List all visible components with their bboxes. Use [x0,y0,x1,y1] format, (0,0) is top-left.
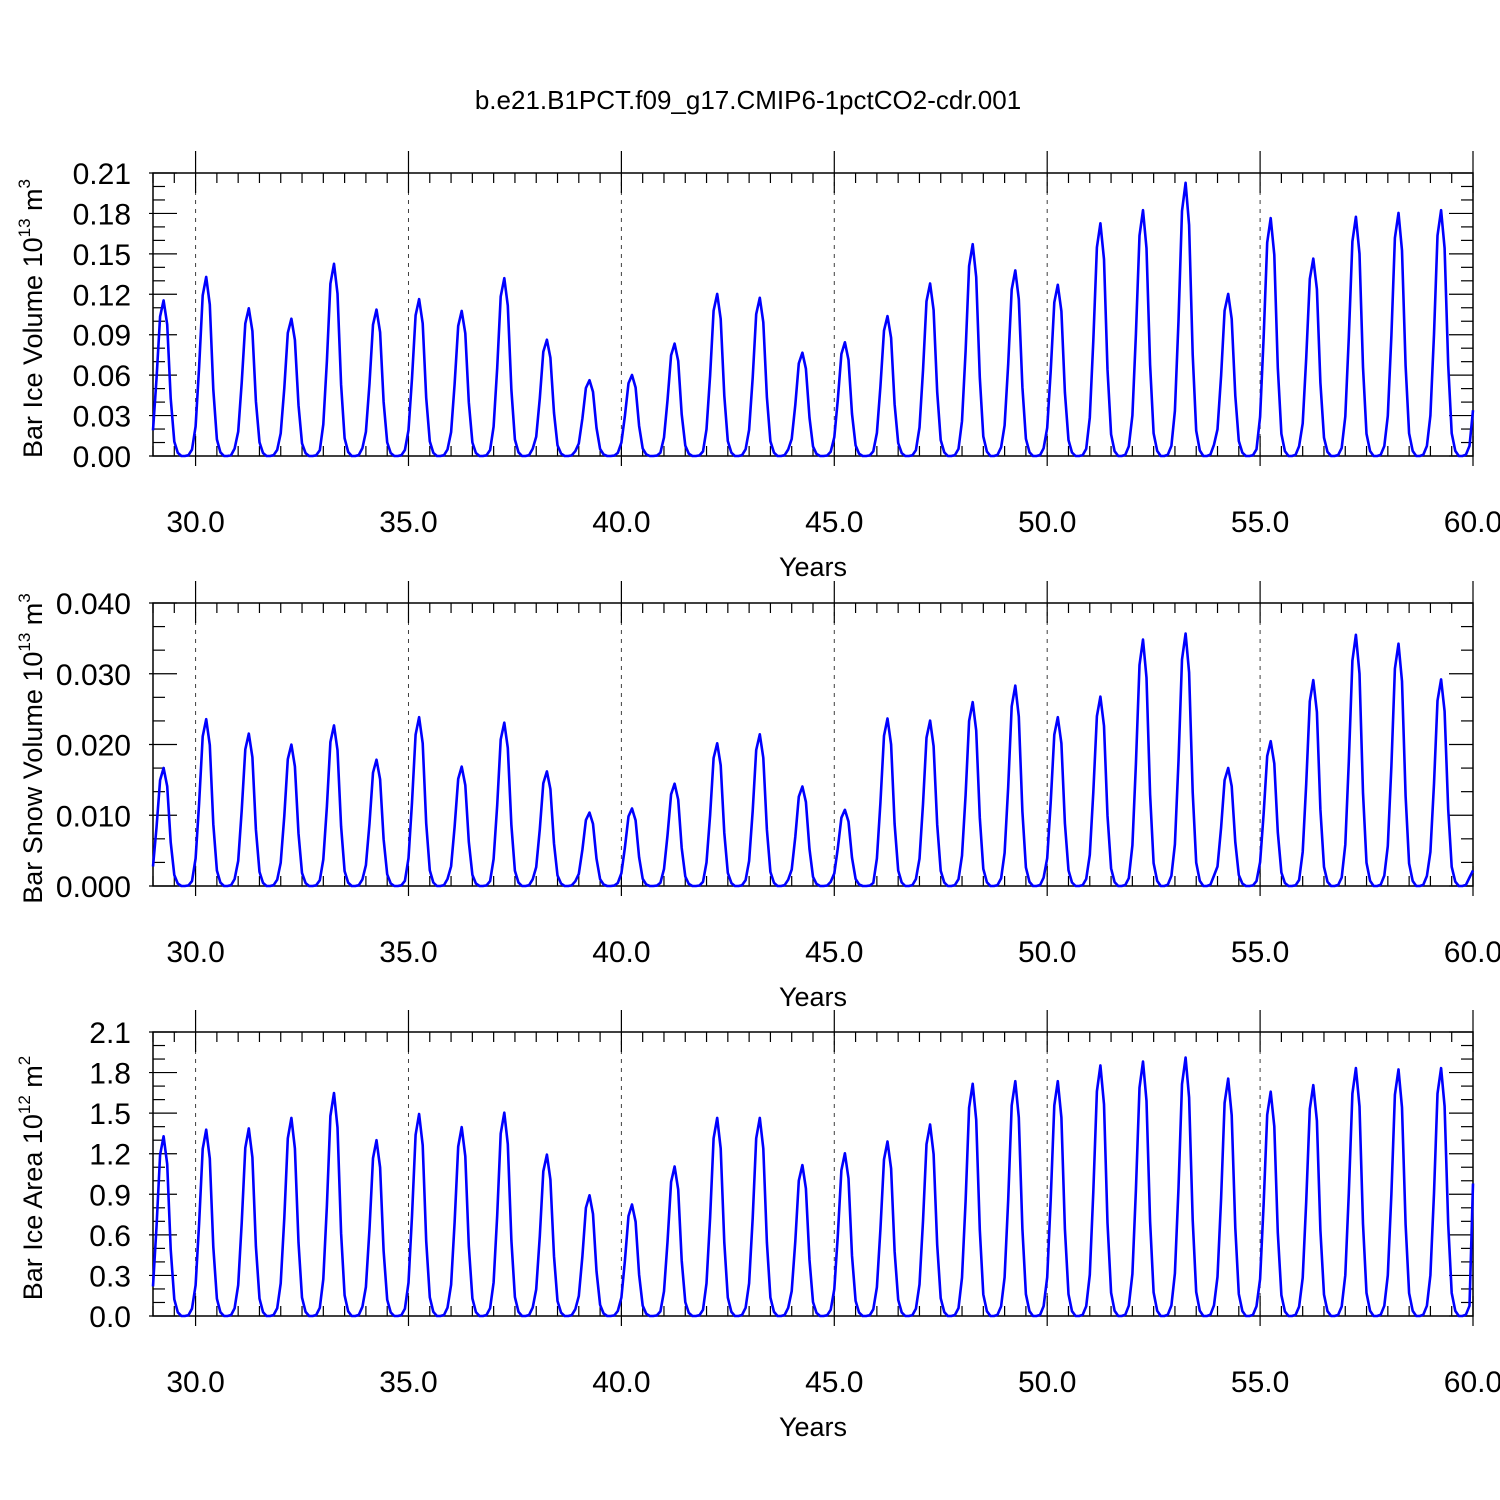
x-tick-label: 50.0 [1018,936,1076,969]
y-axis-label: Bar Ice Volume 1013 m3 [15,179,48,458]
y-tick-label: 0.18 [73,198,131,231]
y-tick-label: 0.3 [89,1260,131,1293]
x-tick-label: 45.0 [805,506,863,539]
x-tick-label: 40.0 [592,506,650,539]
plot-frame [152,602,1474,887]
y-tick-label: 0.010 [56,800,131,833]
x-tick-label: 50.0 [1018,506,1076,539]
y-tick-label: 0.00 [73,441,131,474]
y-tick-label: 0.15 [73,239,131,272]
series-line [151,632,1475,888]
x-tick-label: 30.0 [166,506,224,539]
x-tick-label: 55.0 [1231,506,1289,539]
y-tick-label: 0.06 [73,360,131,393]
x-tick-label: 30.0 [166,1366,224,1399]
y-tick-label: 0.020 [56,730,131,763]
y-tick-label: 0.000 [56,871,131,904]
plot-frame [152,1031,1474,1317]
panel-ice-volume: 0.00 0.03 0.06 0.09 0.12 0.15 0.18 0.21 30.0 35.0… [15,151,1500,582]
series-line [151,1056,1475,1318]
x-axis-label: Years [779,552,847,582]
x-axis-label: Years [779,1412,847,1442]
panel-snow-volume: 0.000 0.010 0.020 0.030 0.040 30.0 35.0 40.0 45.… [15,581,1500,1012]
x-axis-label: Years [779,982,847,1012]
y-axis-label: Bar Ice Area 1012 m2 [15,1056,48,1301]
y-tick-label: 0.12 [73,279,131,312]
x-tick-label: 50.0 [1018,1366,1076,1399]
y-tick-label: 0.0 [89,1301,131,1334]
x-tick-label: 40.0 [592,936,650,969]
x-tick-label: 40.0 [592,1366,650,1399]
x-tick-label: 55.0 [1231,936,1289,969]
x-tick-label: 30.0 [166,936,224,969]
y-tick-label: 1.8 [89,1058,131,1091]
x-tick-label: 60.0 [1444,1366,1500,1399]
y-tick-label: 2.1 [89,1017,131,1050]
panel-ice-area: 0.0 0.3 0.6 0.9 1.2 1.5 1.8 2.1 30.0 35.0 40.0 45.0… [15,1010,1500,1442]
y-tick-label: 0.030 [56,659,131,692]
series-line [151,181,1475,458]
x-tick-label: 35.0 [379,1366,437,1399]
x-tick-label: 55.0 [1231,1366,1289,1399]
x-tick-label: 60.0 [1444,506,1500,539]
x-tick-label: 45.0 [805,1366,863,1399]
y-tick-label: 1.5 [89,1098,131,1131]
y-tick-label: 1.2 [89,1139,131,1172]
x-tick-label: 35.0 [379,506,437,539]
y-tick-label: 0.03 [73,401,131,434]
y-axis-label: Bar Snow Volume 1013 m3 [15,593,48,904]
y-tick-label: 0.09 [73,320,131,353]
plot-frame [152,172,1474,457]
y-tick-label: 0.040 [56,588,131,621]
x-tick-label: 45.0 [805,936,863,969]
y-tick-label: 0.21 [73,158,131,191]
x-tick-label: 35.0 [379,936,437,969]
x-tick-label: 60.0 [1444,936,1500,969]
y-tick-label: 0.9 [89,1179,131,1212]
y-tick-label: 0.6 [89,1220,131,1253]
figure-title: b.e21.B1PCT.f09_g17.CMIP6-1pctCO2-cdr.00… [475,85,1021,115]
